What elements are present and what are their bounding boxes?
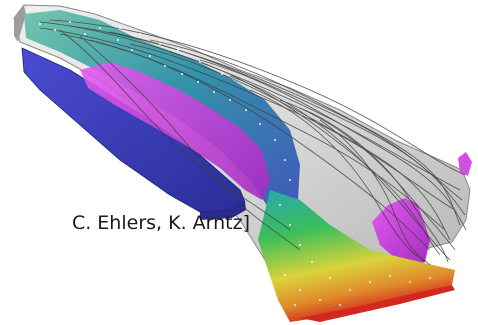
red-edge: [300, 285, 455, 322]
jet-wedge: [258, 190, 455, 322]
magenta-fragment: [458, 152, 472, 176]
blue-block-side: [200, 202, 246, 220]
magenta-surface: [80, 62, 270, 200]
particle-dots: [39, 21, 431, 306]
image-credit: C. Ehlers, K. Arntz]: [71, 212, 250, 234]
shell-end-cap: [14, 5, 26, 42]
teal-flow-region: [24, 10, 300, 230]
streamlines: [39, 19, 467, 266]
magenta-blob: [372, 198, 430, 268]
